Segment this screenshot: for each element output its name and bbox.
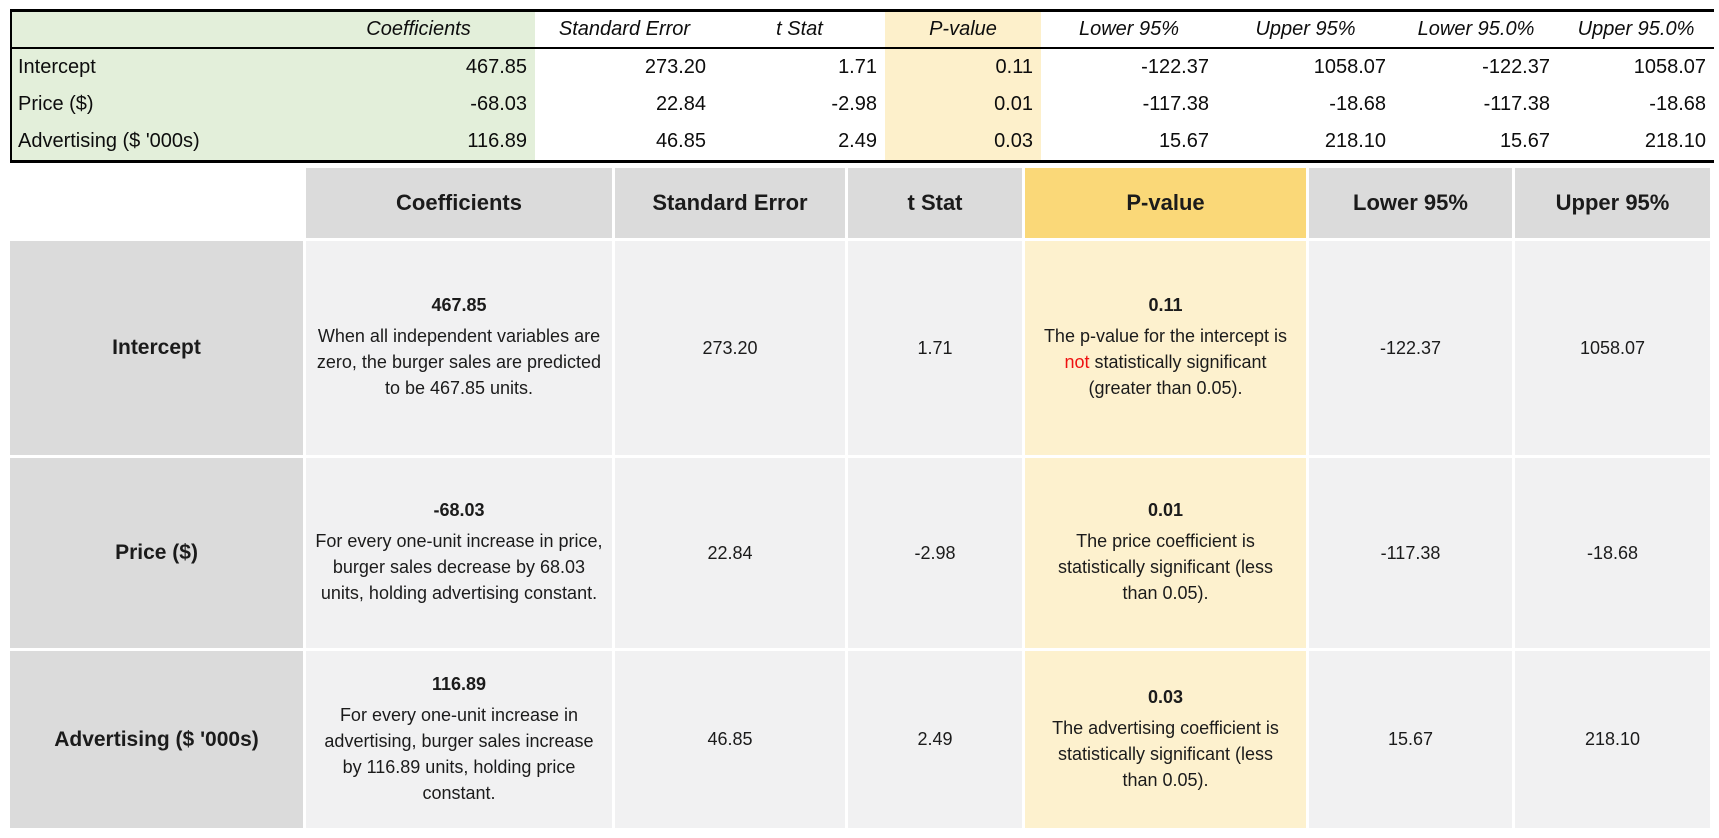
top-cell-lower-95-0: 15.67 bbox=[1499, 130, 1550, 152]
bottom-row-label: Price ($) bbox=[10, 458, 303, 648]
p-value-note: The price coefficient is statistically s… bbox=[1039, 528, 1293, 606]
top-cell-lower-95-0: -117.38 bbox=[1483, 93, 1550, 115]
top-header-upper-95: Upper 95% bbox=[1217, 12, 1394, 49]
bottom-header-upper-95: Upper 95% bbox=[1515, 168, 1710, 238]
bottom-header-coefficients: Coefficients bbox=[306, 168, 612, 238]
top-header-t-stat: t Stat bbox=[714, 12, 885, 49]
bottom-header-t-stat: t Stat bbox=[848, 168, 1022, 238]
bottom-coefficient-cell: 467.85 When all independent variables ar… bbox=[306, 241, 612, 455]
bottom-header-standard-error: Standard Error bbox=[615, 168, 845, 238]
p-note-before: The p-value for the intercept is bbox=[1043, 326, 1288, 346]
bottom-p-value-cell: 0.11 The p-value for the intercept is no… bbox=[1025, 241, 1306, 455]
bottom-row-label: Advertising ($ '000s) bbox=[10, 651, 303, 828]
top-cell-lower-95: -122.37 bbox=[1141, 56, 1209, 78]
top-header-p-value: P-value bbox=[885, 12, 1041, 49]
top-row-label: Intercept bbox=[12, 49, 302, 86]
top-cell-lower-95: -117.38 bbox=[1142, 93, 1209, 115]
bottom-p-value-cell: 0.03 The advertising coefficient is stat… bbox=[1025, 651, 1306, 828]
top-cell-upper-95-0: -18.68 bbox=[1649, 93, 1706, 115]
bottom-lower-95-cell: -117.38 bbox=[1309, 458, 1512, 648]
p-value: 0.11 bbox=[1148, 295, 1183, 315]
p-value-note: The p-value for the intercept is not sta… bbox=[1039, 323, 1293, 401]
top-header-lower-95: Lower 95% bbox=[1041, 12, 1217, 49]
top-cell-coefficient: 467.85 bbox=[302, 49, 535, 86]
p-value-note: The advertising coefficient is statistic… bbox=[1039, 715, 1293, 793]
top-cell-upper-95: 1058.07 bbox=[1313, 56, 1386, 78]
bottom-lower-95-cell: -122.37 bbox=[1309, 241, 1512, 455]
bottom-t-stat-cell: 2.49 bbox=[848, 651, 1022, 828]
annotated-regression-table: Coefficients Standard Error t Stat P-val… bbox=[10, 168, 1710, 828]
coefficient-note: When all independent variables are zero,… bbox=[316, 326, 602, 398]
bottom-upper-95-cell: 1058.07 bbox=[1515, 241, 1710, 455]
bottom-standard-error-cell: 273.20 bbox=[615, 241, 845, 455]
top-cell-lower-95-0: -122.37 bbox=[1482, 56, 1550, 78]
coefficient-value: 116.89 bbox=[431, 673, 487, 694]
top-cell-upper-95: 218.10 bbox=[1324, 130, 1386, 152]
bottom-upper-95-cell: -18.68 bbox=[1515, 458, 1710, 648]
bottom-header-p-value: P-value bbox=[1025, 168, 1306, 238]
bottom-standard-error-cell: 22.84 bbox=[615, 458, 845, 648]
top-header-empty bbox=[12, 12, 302, 49]
top-cell-upper-95-0: 1058.07 bbox=[1633, 56, 1706, 78]
top-cell-p-value: 0.11 bbox=[885, 49, 1041, 86]
coefficient-value: -68.03 bbox=[433, 500, 485, 520]
top-header-lower-95-0: Lower 95.0% bbox=[1394, 12, 1558, 49]
top-header-upper-95-0: Upper 95.0% bbox=[1558, 12, 1714, 49]
p-note-highlight: not bbox=[1064, 352, 1090, 372]
top-cell-upper-95-0: 218.10 bbox=[1644, 130, 1706, 152]
top-cell-t-stat: -2.98 bbox=[831, 93, 877, 115]
top-row-label: Price ($) bbox=[12, 86, 302, 123]
bottom-t-stat-cell: -2.98 bbox=[848, 458, 1022, 648]
top-cell-standard-error: 46.85 bbox=[655, 130, 706, 152]
top-cell-upper-95: -18.68 bbox=[1329, 93, 1386, 115]
p-note-after: statistically significant (greater than … bbox=[1088, 352, 1267, 398]
p-note-before: The advertising coefficient is statistic… bbox=[1052, 717, 1279, 790]
bottom-coefficient-cell: -68.03 For every one-unit increase in pr… bbox=[306, 458, 612, 648]
p-value: 0.03 bbox=[1147, 686, 1184, 707]
p-value: 0.01 bbox=[1147, 500, 1184, 520]
bottom-standard-error-cell: 46.85 bbox=[615, 651, 845, 828]
top-cell-p-value: 0.03 bbox=[885, 123, 1041, 160]
p-note-before: The price coefficient is statistically s… bbox=[1057, 531, 1274, 603]
bottom-lower-95-cell: 15.67 bbox=[1309, 651, 1512, 828]
top-cell-p-value: 0.01 bbox=[885, 86, 1041, 123]
bottom-p-value-cell: 0.01 The price coefficient is statistica… bbox=[1025, 458, 1306, 648]
top-cell-t-stat: 2.49 bbox=[838, 130, 877, 152]
top-cell-coefficient: 116.89 bbox=[302, 123, 535, 160]
regression-output-table: Coefficients Standard Error t Stat P-val… bbox=[10, 9, 1714, 163]
top-cell-lower-95: 15.67 bbox=[1158, 130, 1209, 152]
coefficient-note: For every one-unit increase in price, bu… bbox=[315, 531, 603, 603]
top-cell-standard-error: 273.20 bbox=[644, 56, 706, 78]
top-cell-t-stat: 1.71 bbox=[838, 56, 877, 78]
top-cell-standard-error: 22.84 bbox=[655, 93, 706, 115]
bottom-row-label: Intercept bbox=[10, 241, 303, 455]
top-cell-coefficient: -68.03 bbox=[302, 86, 535, 123]
coefficient-value: 467.85 bbox=[431, 295, 487, 315]
bottom-t-stat-cell: 1.71 bbox=[848, 241, 1022, 455]
bottom-header-empty bbox=[10, 168, 303, 238]
top-header-coefficients: Coefficients bbox=[302, 12, 535, 49]
top-row-label: Advertising ($ '000s) bbox=[12, 123, 302, 160]
top-header-standard-error: Standard Error bbox=[535, 12, 714, 49]
bottom-header-lower-95: Lower 95% bbox=[1309, 168, 1512, 238]
bottom-coefficient-cell: 116.89 For every one-unit increase in ad… bbox=[306, 651, 612, 828]
coefficient-note: For every one-unit increase in advertisi… bbox=[324, 704, 594, 803]
bottom-upper-95-cell: 218.10 bbox=[1515, 651, 1710, 828]
